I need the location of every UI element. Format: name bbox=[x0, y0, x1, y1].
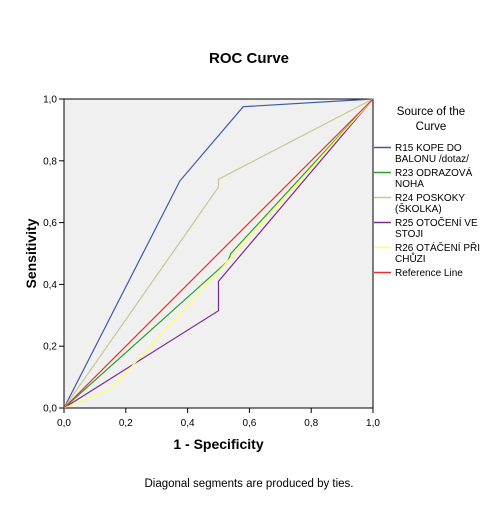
chart-title: ROC Curve bbox=[209, 50, 289, 67]
series-line-5 bbox=[63, 98, 374, 409]
y-tick-label: 0,8 bbox=[43, 156, 57, 167]
legend-label-1: R15 KOPE DO bbox=[395, 143, 462, 154]
series-layer bbox=[63, 98, 374, 409]
series-line-2 bbox=[63, 98, 374, 409]
x-tick-label: 0,8 bbox=[304, 418, 318, 429]
legend-title-line-2: Curve bbox=[416, 121, 447, 133]
y-tick-label: 1,0 bbox=[43, 95, 57, 106]
series-line-3 bbox=[63, 98, 374, 409]
x-tick-label: 0,6 bbox=[242, 418, 256, 429]
legend-label-4: R25 OTOČENÍ VE bbox=[395, 216, 478, 229]
legend-label-5: R26 OTÁČENÍ PŘI bbox=[395, 241, 480, 254]
legend-label-4: STOJI bbox=[395, 229, 423, 240]
x-tick-label: 0,4 bbox=[181, 418, 195, 429]
x-tick-label: 1,0 bbox=[366, 418, 380, 429]
y-tick-label: 0,4 bbox=[43, 280, 57, 291]
legend-label-6: Reference Line bbox=[395, 268, 463, 279]
y-tick-label: 0,0 bbox=[43, 404, 57, 415]
legend-label-2: R23 ODRAZOVÁ bbox=[395, 166, 473, 179]
y-tick-label: 0,2 bbox=[43, 342, 57, 353]
series-line-4 bbox=[63, 98, 374, 409]
x-axis-ticks: 0,0 0,2 0,4 0,6 0,8 1,0 bbox=[57, 408, 380, 429]
x-tick-label: 0,0 bbox=[57, 418, 71, 429]
legend-label-3: (ŠKOLKA) bbox=[395, 202, 442, 215]
legend-title-line-1: Source of the bbox=[397, 106, 465, 118]
chart-footnote: Diagonal segments are produced by ties. bbox=[144, 478, 353, 490]
x-axis-title: 1 - Specificity bbox=[173, 436, 263, 452]
y-tick-label: 0,6 bbox=[43, 218, 57, 229]
y-axis-ticks: 0,0 0,2 0,4 0,6 0,8 1,0 bbox=[43, 95, 64, 415]
legend-label-3: R24 POSKOKY bbox=[395, 193, 465, 204]
series-line-1 bbox=[63, 98, 374, 409]
legend-label-2: NOHA bbox=[395, 179, 424, 190]
legend-label-5: CHŮZI bbox=[395, 252, 426, 265]
x-tick-label: 0,2 bbox=[119, 418, 133, 429]
y-axis-title: Sensitivity bbox=[23, 218, 39, 288]
series-line-6 bbox=[63, 98, 374, 409]
legend-label-1: BALONU /dotaz/ bbox=[395, 154, 469, 165]
